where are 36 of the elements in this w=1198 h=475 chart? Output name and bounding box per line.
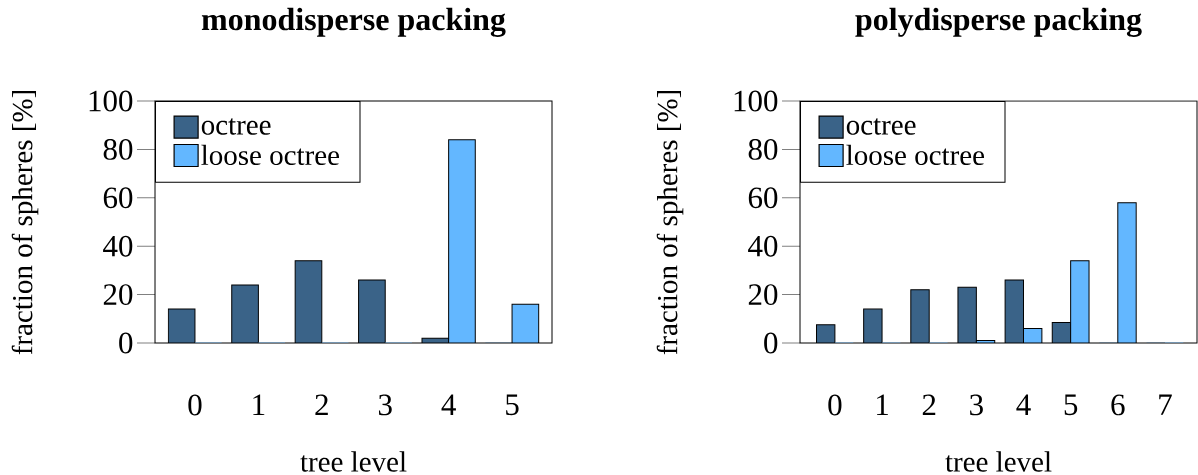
x-tick-label: 2	[315, 394, 328, 416]
x-tick-label: 7	[1159, 394, 1172, 415]
x-tick-label: 4	[1016, 394, 1031, 415]
legend-label: octree	[201, 118, 271, 135]
x-tick-label: 3	[378, 394, 392, 416]
x-tick-label: 1	[253, 394, 265, 415]
x-axis-title: tree level	[300, 451, 407, 472]
x-tick-label: 0	[188, 394, 202, 416]
y-axis-title: fraction of spheres [%]	[11, 90, 39, 355]
legend-label: loose octree	[201, 144, 340, 166]
x-tick-label: 2	[922, 394, 936, 416]
y-tick-label: 0	[119, 332, 133, 354]
y-tick-label: 40	[103, 235, 133, 257]
chart-title: polydisperse packing	[855, 7, 1142, 37]
y-tick-label: 60	[103, 187, 133, 209]
x-tick-label: 5	[1064, 394, 1078, 416]
x-tick-label: 4	[441, 394, 456, 415]
y-tick-label: 20	[103, 284, 133, 305]
x-tick-label: 0	[828, 394, 842, 416]
x-tick-label: 5	[506, 394, 519, 416]
y-tick-label: 40	[748, 235, 778, 257]
x-tick-label: 6	[1111, 394, 1125, 416]
y-tick-label: 80	[103, 138, 133, 160]
y-tick-label: 100	[89, 90, 133, 112]
y-tick-label: 0	[764, 332, 778, 354]
y-axis-title: fraction of spheres [%]	[656, 90, 684, 355]
legend-label: octree	[846, 118, 916, 135]
y-tick-label: 60	[748, 187, 778, 209]
x-axis-title: tree level	[945, 451, 1052, 472]
x-tick-label: 3	[970, 394, 983, 416]
x-tick-label: 1	[877, 394, 888, 415]
y-tick-label: 80	[748, 138, 778, 160]
chart-title: monodisperse packing	[201, 7, 506, 37]
y-tick-label: 20	[748, 284, 778, 305]
y-tick-label: 100	[734, 90, 778, 112]
legend-label: loose octree	[846, 144, 985, 166]
